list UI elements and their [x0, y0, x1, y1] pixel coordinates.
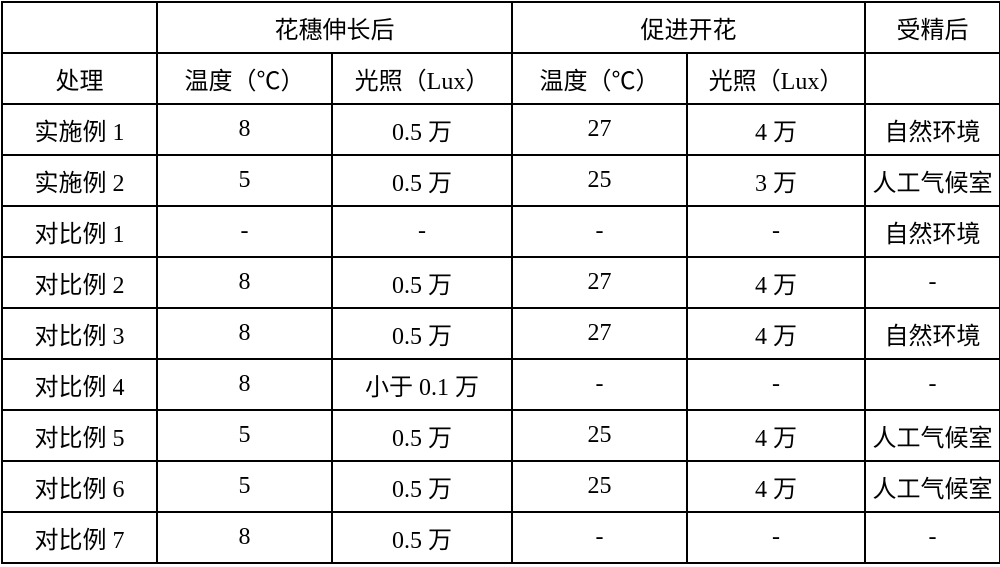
table-cell: 8	[157, 512, 332, 563]
table-cell: 对比例 5	[2, 410, 157, 461]
header-blank	[2, 2, 157, 53]
table-cell: 对比例 7	[2, 512, 157, 563]
table-cell: 25	[512, 155, 687, 206]
table-cell: 5	[157, 155, 332, 206]
table-cell: 25	[512, 410, 687, 461]
table-cell: 8	[157, 308, 332, 359]
table-row: 对比例 780.5 万---	[2, 512, 1000, 563]
table-row: 对比例 650.5 万254 万人工气候室	[2, 461, 1000, 512]
table-cell: 0.5 万	[332, 512, 512, 563]
header-lux-2: 光照（Lux）	[687, 53, 865, 104]
table-cell: 自然环境	[865, 104, 1000, 155]
header-group-elongation: 花穗伸长后	[157, 2, 512, 53]
table-cell: 8	[157, 104, 332, 155]
table-cell: -	[865, 257, 1000, 308]
experiment-conditions-table: 花穗伸长后 促进开花 受精后 处理 温度（℃） 光照（Lux） 温度（℃） 光照…	[1, 1, 1000, 564]
table-cell: 实施例 2	[2, 155, 157, 206]
table-cell: 4 万	[687, 410, 865, 461]
table-row: 对比例 1----自然环境	[2, 206, 1000, 257]
table-cell: 3 万	[687, 155, 865, 206]
table-cell: 0.5 万	[332, 461, 512, 512]
header-fert-blank	[865, 53, 1000, 104]
table-cell: 对比例 2	[2, 257, 157, 308]
table-cell: 自然环境	[865, 308, 1000, 359]
header-group-flowering: 促进开花	[512, 2, 865, 53]
table-cell: 4 万	[687, 257, 865, 308]
table-cell: 0.5 万	[332, 308, 512, 359]
header-temp-1: 温度（℃）	[157, 53, 332, 104]
header-treatment: 处理	[2, 53, 157, 104]
table-cell: -	[332, 206, 512, 257]
table-row: 对比例 550.5 万254 万人工气候室	[2, 410, 1000, 461]
table-cell: 27	[512, 104, 687, 155]
table-cell: 27	[512, 308, 687, 359]
table-cell: 5	[157, 461, 332, 512]
table-row: 对比例 380.5 万274 万自然环境	[2, 308, 1000, 359]
table-cell: 0.5 万	[332, 104, 512, 155]
header-group-fertilization: 受精后	[865, 2, 1000, 53]
table-cell: -	[157, 206, 332, 257]
table-cell: 人工气候室	[865, 461, 1000, 512]
table-cell: 对比例 3	[2, 308, 157, 359]
table-row: 实施例 250.5 万253 万人工气候室	[2, 155, 1000, 206]
table-cell: 0.5 万	[332, 155, 512, 206]
table-cell: -	[512, 359, 687, 410]
table-header-row-1: 花穗伸长后 促进开花 受精后	[2, 2, 1000, 53]
table-cell: 4 万	[687, 308, 865, 359]
table-cell: -	[687, 206, 865, 257]
header-lux-1: 光照（Lux）	[332, 53, 512, 104]
table-cell: 人工气候室	[865, 155, 1000, 206]
table-row: 对比例 48小于 0.1 万---	[2, 359, 1000, 410]
table-cell: 0.5 万	[332, 257, 512, 308]
table-cell: 对比例 6	[2, 461, 157, 512]
table-cell: -	[512, 206, 687, 257]
table-header-row-2: 处理 温度（℃） 光照（Lux） 温度（℃） 光照（Lux）	[2, 53, 1000, 104]
table-cell: 8	[157, 257, 332, 308]
table-cell: 0.5 万	[332, 410, 512, 461]
table-cell: 自然环境	[865, 206, 1000, 257]
table-cell: 实施例 1	[2, 104, 157, 155]
table-cell: -	[687, 512, 865, 563]
table-cell: 27	[512, 257, 687, 308]
table-cell: 对比例 4	[2, 359, 157, 410]
header-temp-2: 温度（℃）	[512, 53, 687, 104]
table-cell: -	[687, 359, 865, 410]
table-row: 实施例 180.5 万274 万自然环境	[2, 104, 1000, 155]
table-cell: 25	[512, 461, 687, 512]
table-cell: 对比例 1	[2, 206, 157, 257]
table-cell: 小于 0.1 万	[332, 359, 512, 410]
table-cell: 人工气候室	[865, 410, 1000, 461]
table-row: 对比例 280.5 万274 万-	[2, 257, 1000, 308]
table-cell: -	[865, 359, 1000, 410]
table-cell: -	[512, 512, 687, 563]
table-cell: 5	[157, 410, 332, 461]
table-cell: 4 万	[687, 104, 865, 155]
table-cell: -	[865, 512, 1000, 563]
table-cell: 4 万	[687, 461, 865, 512]
table-cell: 8	[157, 359, 332, 410]
